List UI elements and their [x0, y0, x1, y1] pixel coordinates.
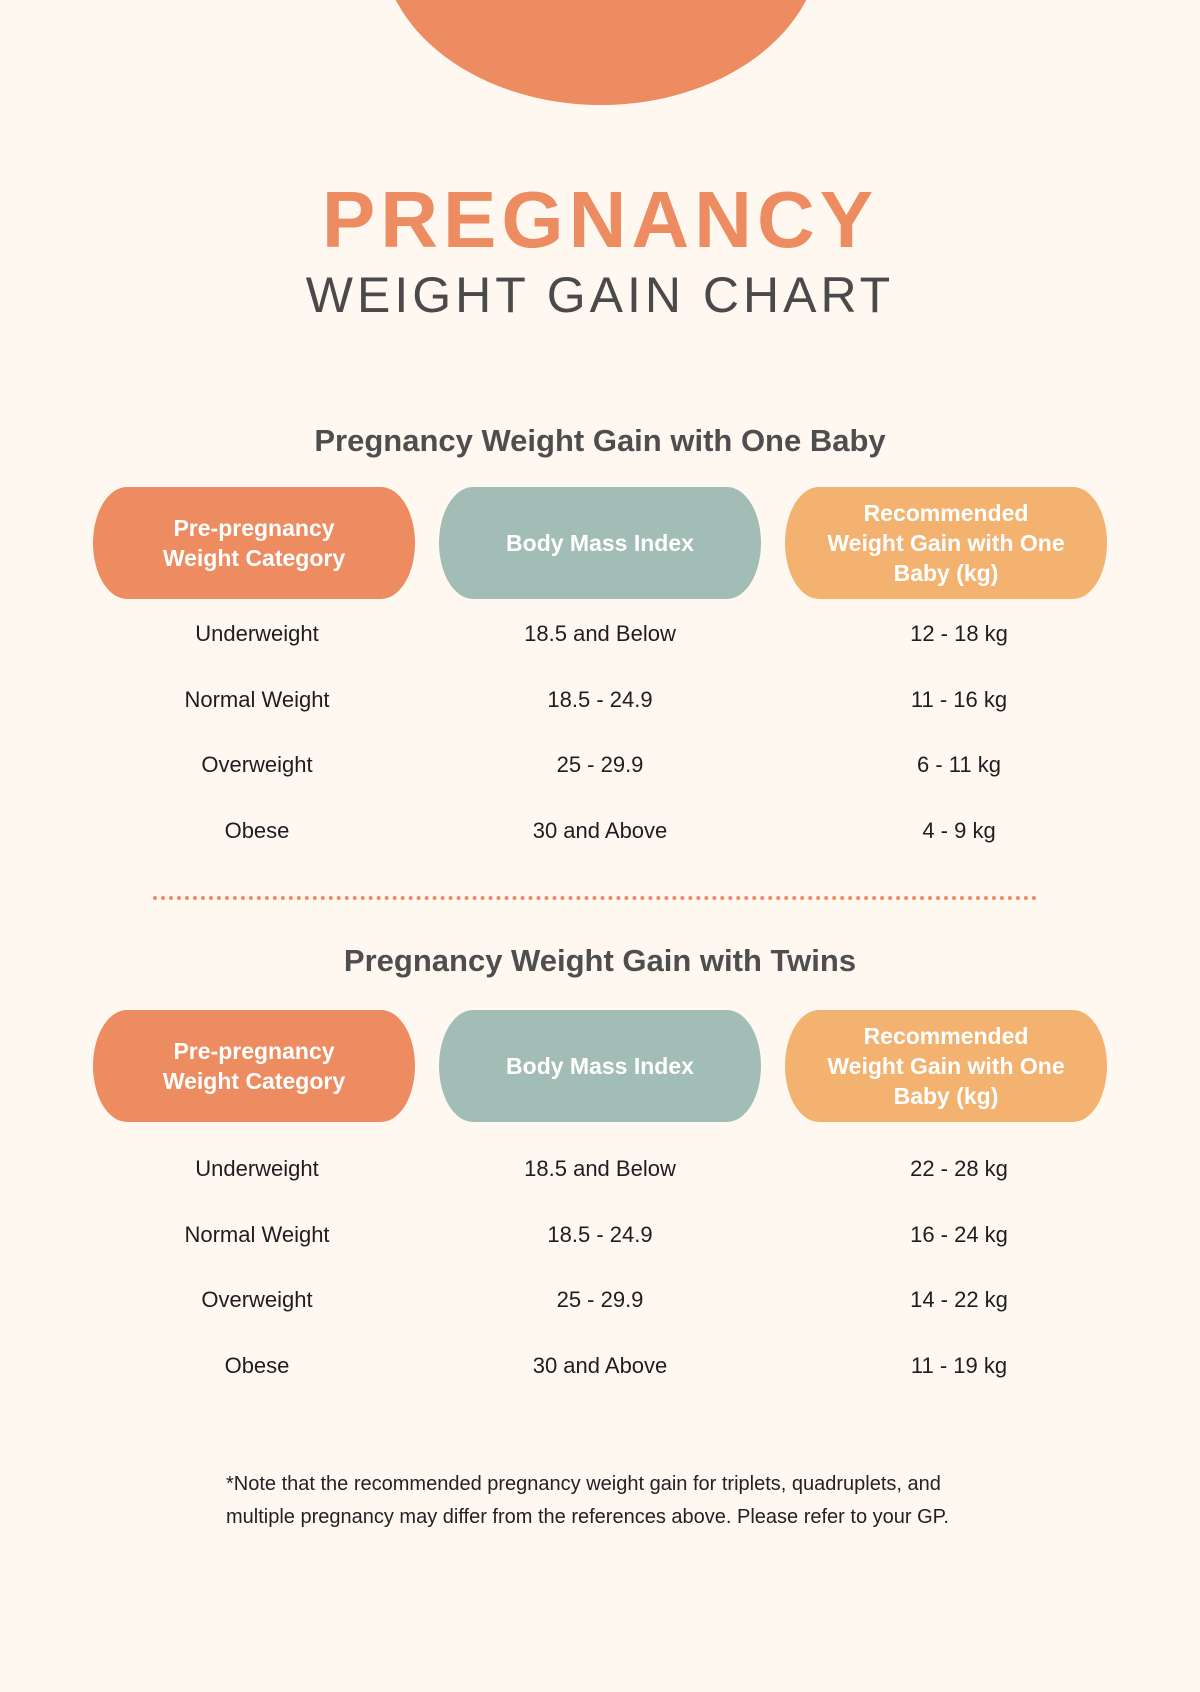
header-recommended-gain: Recommended Weight Gain with One Baby (k…	[785, 1010, 1107, 1122]
header-recommended-gain: Recommended Weight Gain with One Baby (k…	[785, 487, 1107, 599]
table-cell-category: Normal Weight	[184, 687, 330, 712]
table-cell-bmi: 18.5 - 24.9	[547, 687, 653, 712]
section-title-one-baby: Pregnancy Weight Gain with One Baby	[314, 423, 886, 458]
table-cell-gain: 12 - 18 kg	[910, 621, 1008, 646]
header-bmi: Body Mass Index	[439, 1010, 761, 1122]
table-cell-category: Underweight	[195, 621, 319, 646]
table-cell-category: Obese	[224, 818, 290, 843]
table-cell-bmi: 18.5 - 24.9	[547, 1222, 653, 1247]
section-title-twins: Pregnancy Weight Gain with Twins	[343, 943, 857, 978]
table-cell-bmi: 25 - 29.9	[556, 752, 644, 777]
table-cell-category: Overweight	[201, 752, 313, 777]
table-cell-gain: 11 - 19 kg	[910, 1353, 1008, 1378]
table-cell-category: Underweight	[195, 1156, 319, 1181]
table-cell-bmi: 25 - 29.9	[556, 1287, 644, 1312]
footnote: *Note that the recommended pregnancy wei…	[226, 1473, 949, 1528]
table-cell-bmi: 30 and Above	[532, 1353, 668, 1378]
table-cell-bmi: 18.5 and Below	[524, 1156, 676, 1181]
decorative-half-circle	[381, 0, 821, 105]
table-cell-gain: 16 - 24 kg	[910, 1222, 1008, 1247]
dotted-divider	[153, 896, 1037, 900]
table-cell-gain: 11 - 16 kg	[910, 687, 1008, 712]
header-bmi: Body Mass Index	[439, 487, 761, 599]
table-cell-bmi: 30 and Above	[532, 818, 668, 843]
table-cell-gain: 14 - 22 kg	[910, 1287, 1008, 1312]
table-cell-gain: 4 - 9 kg	[922, 818, 996, 843]
table-cell-category: Obese	[224, 1353, 290, 1378]
header-weight-category: Pre-pregnancy Weight Category	[93, 1010, 415, 1122]
table-cell-bmi: 18.5 and Below	[524, 621, 676, 646]
table-cell-gain: 22 - 28 kg	[910, 1156, 1008, 1181]
table-cell-category: Overweight	[201, 1287, 313, 1312]
header-weight-category: Pre-pregnancy Weight Category	[93, 487, 415, 599]
table-cell-category: Normal Weight	[184, 1222, 330, 1247]
page-title: PREGNANCY	[321, 175, 879, 264]
table-cell-gain: 6 - 11 kg	[917, 752, 1001, 777]
page-subtitle: WEIGHT GAIN CHART	[305, 267, 895, 323]
